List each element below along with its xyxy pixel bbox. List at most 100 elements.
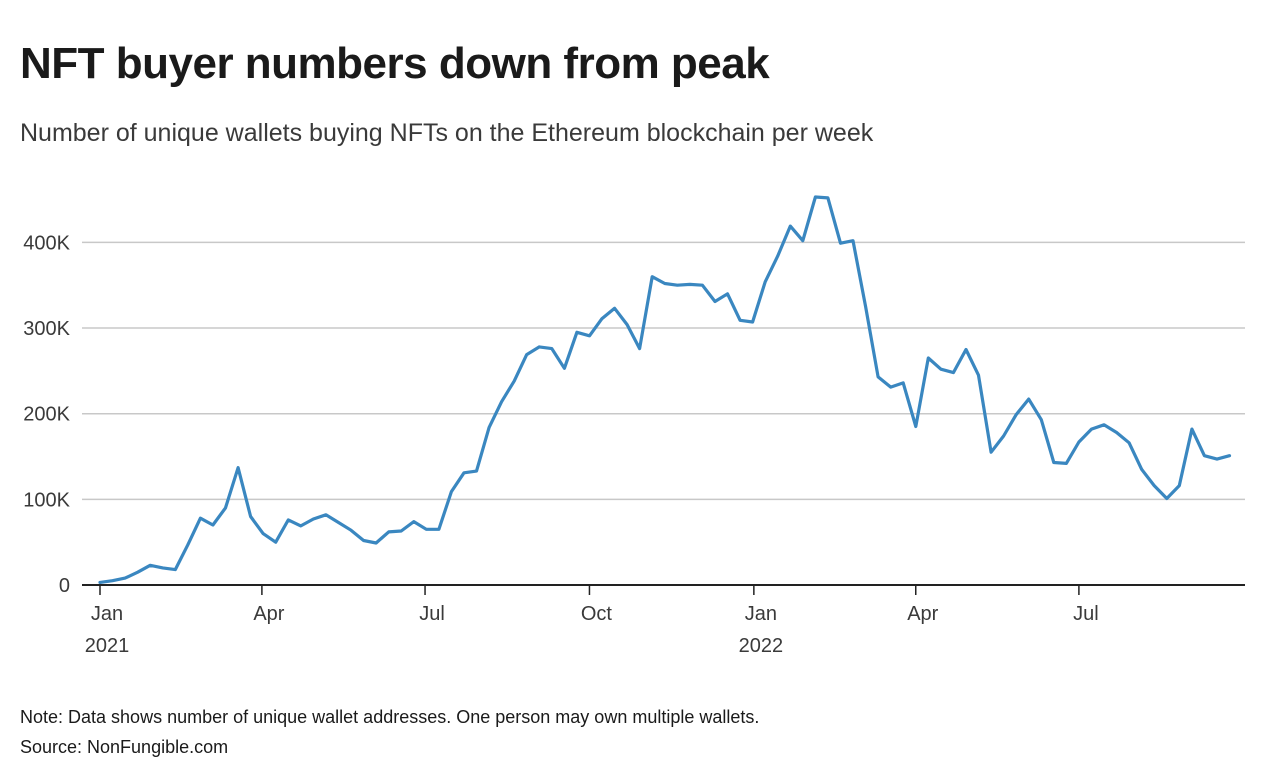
data-point bbox=[889, 385, 892, 389]
data-point bbox=[964, 348, 968, 351]
data-point bbox=[1203, 454, 1206, 457]
data-point bbox=[312, 517, 315, 521]
x-tick-label: Oct bbox=[581, 603, 613, 625]
x-tick-label: Apr bbox=[253, 603, 284, 625]
data-point bbox=[600, 317, 604, 320]
data-point bbox=[1002, 434, 1005, 438]
data-point bbox=[236, 466, 240, 469]
data-point bbox=[1140, 468, 1143, 471]
data-point bbox=[149, 564, 152, 567]
data-point bbox=[575, 331, 579, 334]
data-point bbox=[638, 347, 641, 350]
x-tick-label: Jan bbox=[91, 603, 123, 625]
data-point bbox=[337, 521, 340, 524]
data-point bbox=[274, 540, 277, 544]
data-point bbox=[914, 425, 917, 428]
x-tick-label: Jan bbox=[745, 603, 777, 625]
data-point bbox=[1115, 431, 1118, 434]
data-point bbox=[613, 307, 616, 310]
data-point bbox=[1190, 427, 1194, 431]
data-point bbox=[362, 539, 365, 542]
data-point bbox=[224, 506, 227, 510]
data-point bbox=[1077, 440, 1081, 444]
data-point bbox=[450, 490, 453, 493]
x-tick-label: Jul bbox=[419, 603, 445, 625]
data-point bbox=[651, 275, 654, 278]
line-chart: 0 100K 200K 300K 400K Jan 2021 Apr Jul Oct Jan 202… bbox=[23, 195, 1245, 657]
data-point bbox=[199, 516, 202, 520]
data-point bbox=[751, 320, 754, 324]
data-point bbox=[1040, 418, 1043, 421]
data-point bbox=[1127, 441, 1131, 445]
x-tick-label: Jul bbox=[1073, 603, 1099, 625]
data-point bbox=[839, 242, 842, 245]
data-point bbox=[814, 195, 817, 199]
footnote: Note: Data shows number of unique wallet… bbox=[20, 707, 760, 727]
data-point bbox=[1165, 497, 1168, 500]
data-point bbox=[588, 334, 591, 337]
data-point bbox=[864, 305, 867, 308]
data-point bbox=[789, 224, 792, 228]
data-point bbox=[713, 300, 717, 303]
data-point bbox=[512, 379, 516, 383]
data-point bbox=[123, 576, 127, 580]
data-point bbox=[400, 529, 403, 533]
data-point bbox=[1153, 484, 1156, 487]
source-credit: Source: NonFungible.com bbox=[20, 737, 229, 757]
x-tick-year-label: 2022 bbox=[739, 635, 784, 657]
chart-title: NFT buyer numbers down from peak bbox=[20, 39, 770, 88]
data-point bbox=[249, 515, 252, 518]
data-point bbox=[688, 283, 692, 286]
data-point bbox=[287, 518, 290, 522]
data-point bbox=[136, 570, 139, 574]
data-point bbox=[989, 451, 993, 454]
data-point bbox=[1052, 461, 1056, 464]
y-tick-label: 200K bbox=[23, 404, 70, 426]
data-point bbox=[776, 254, 779, 258]
data-point bbox=[525, 353, 528, 356]
data-point bbox=[902, 381, 905, 385]
y-tick-label: 0 bbox=[59, 575, 70, 597]
data-point bbox=[387, 530, 390, 534]
gridlines bbox=[82, 241, 1245, 501]
data-point bbox=[977, 373, 980, 377]
data-point bbox=[701, 284, 704, 287]
chart-subtitle: Number of unique wallets buying NFTs on … bbox=[20, 119, 874, 147]
data-point bbox=[676, 284, 679, 287]
y-tick-label: 400K bbox=[23, 232, 70, 254]
x-tick-label: Apr bbox=[907, 603, 938, 625]
data-point bbox=[1178, 484, 1181, 487]
data-point bbox=[538, 345, 541, 349]
data-point bbox=[1027, 397, 1030, 401]
data-point bbox=[324, 513, 328, 516]
data-point bbox=[299, 524, 302, 528]
data-point bbox=[261, 532, 265, 535]
data-point bbox=[111, 579, 114, 582]
data-point bbox=[801, 239, 804, 242]
data-point bbox=[98, 581, 102, 584]
data-point bbox=[550, 347, 553, 350]
data-point bbox=[563, 367, 566, 370]
data-point bbox=[500, 400, 503, 403]
data-point bbox=[475, 469, 478, 473]
data-point bbox=[1215, 457, 1219, 461]
data-point bbox=[625, 323, 629, 326]
series-line bbox=[98, 195, 1232, 585]
data-point bbox=[1228, 454, 1231, 457]
data-point bbox=[374, 541, 378, 545]
data-point bbox=[349, 528, 353, 532]
data-point bbox=[738, 319, 742, 322]
data-point bbox=[462, 471, 466, 474]
x-tick-year-label: 2021 bbox=[85, 635, 130, 657]
data-point bbox=[763, 280, 767, 283]
data-point bbox=[952, 371, 955, 374]
data-point bbox=[437, 528, 441, 531]
data-point bbox=[487, 426, 491, 429]
data-point bbox=[161, 566, 164, 570]
data-point bbox=[412, 520, 415, 523]
data-point bbox=[663, 282, 666, 285]
series-layer bbox=[98, 195, 1232, 585]
data-point bbox=[425, 528, 428, 531]
data-point bbox=[826, 196, 830, 200]
data-point bbox=[876, 375, 880, 379]
